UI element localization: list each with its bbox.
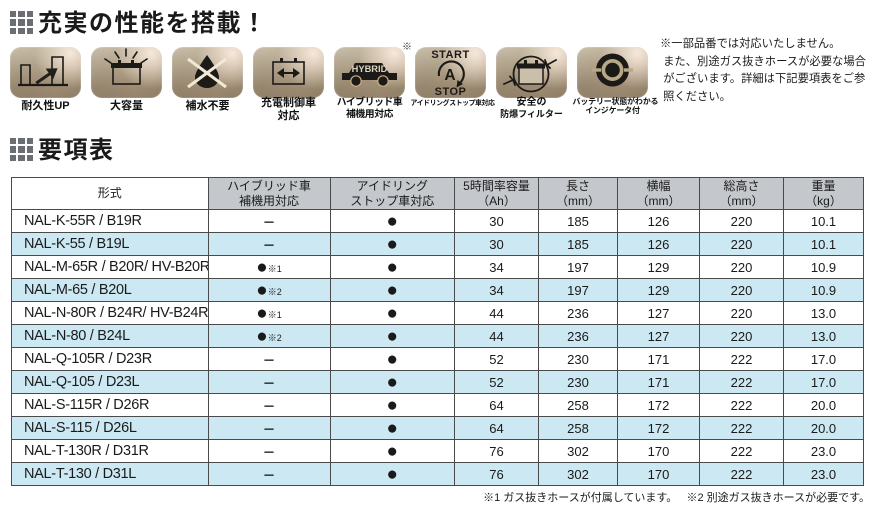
svg-text:STOP: STOP bbox=[435, 86, 467, 98]
svg-text:START: START bbox=[431, 49, 469, 61]
svg-text:HYBRID: HYBRID bbox=[352, 64, 388, 74]
svg-text:A: A bbox=[444, 67, 455, 84]
